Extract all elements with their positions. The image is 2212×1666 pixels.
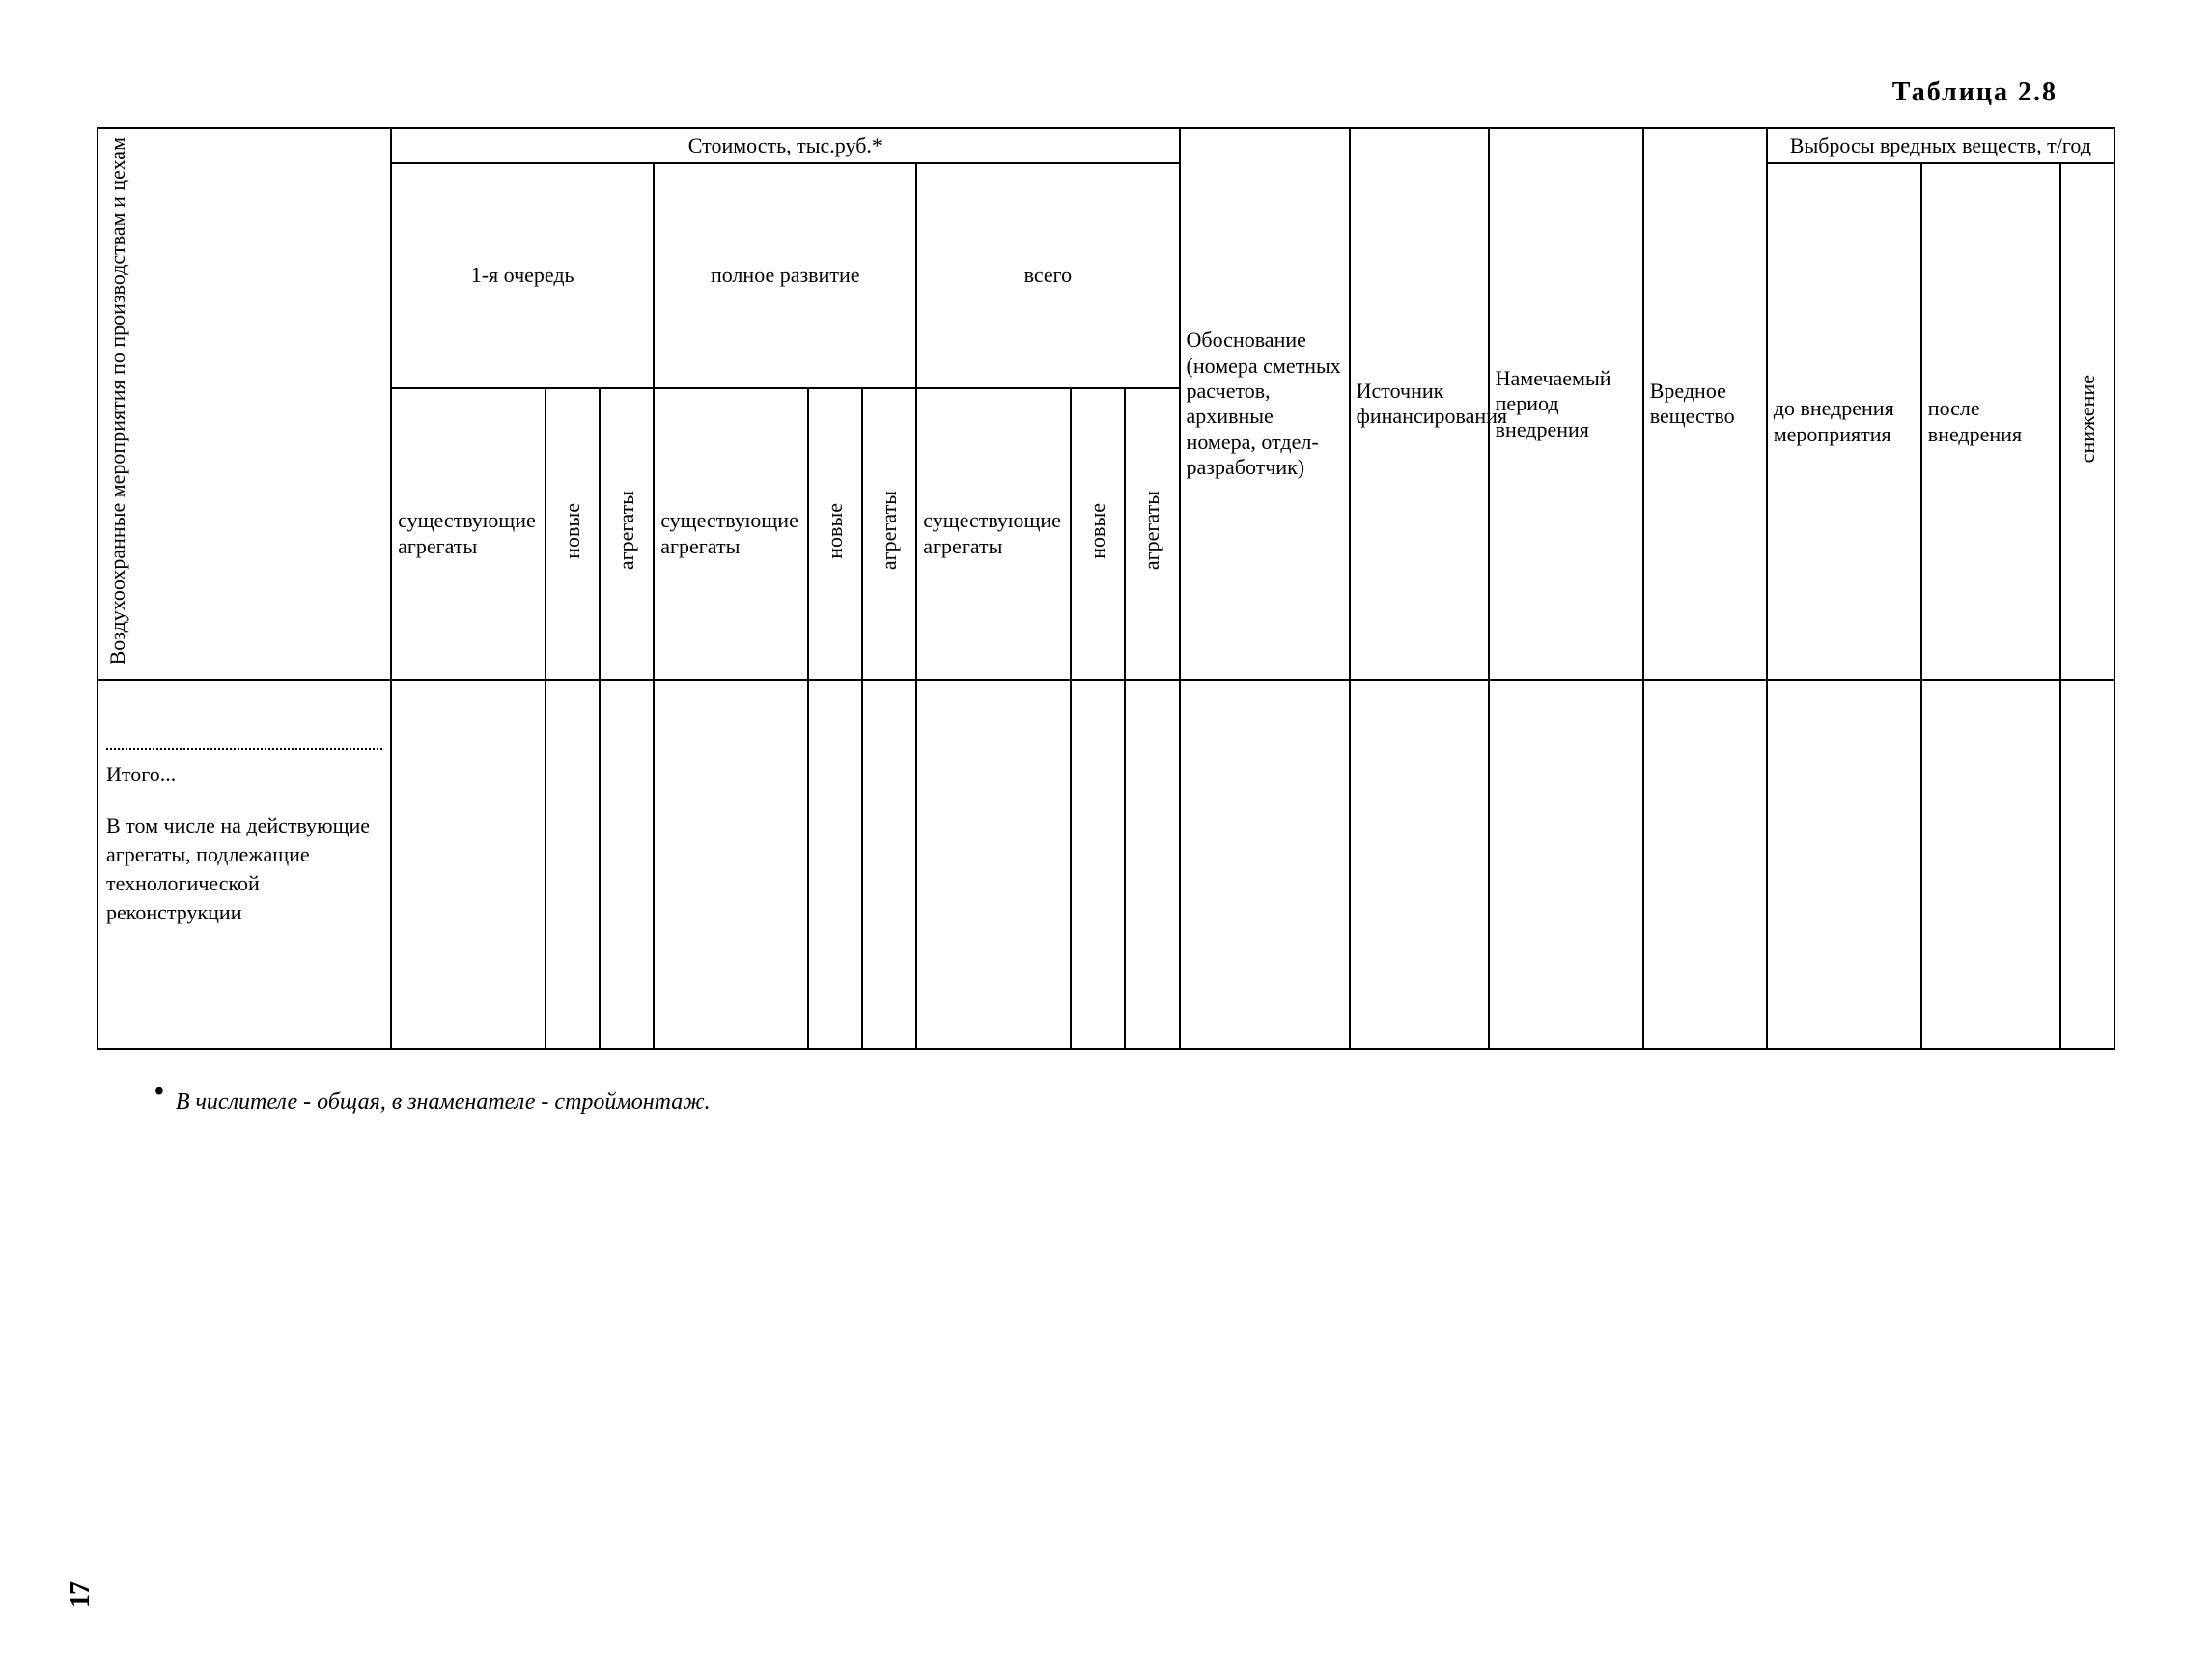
cell — [1767, 680, 1921, 1049]
row-itogo: Итого... — [106, 760, 382, 789]
col-fd-units: агрегаты — [862, 388, 916, 680]
col-measures: Воздухоохранные мероприятия по производс… — [98, 128, 391, 680]
col-s1-units: агрегаты — [600, 388, 654, 680]
col-reduction: снижение — [2060, 163, 2114, 679]
footnote-text: В числителе - общая, в знаменателе - стр… — [176, 1089, 711, 1115]
col-s1-new: новые — [546, 388, 600, 680]
cell — [1643, 680, 1767, 1049]
cell — [2060, 680, 2114, 1049]
table-caption: Таблица 2.8 — [97, 77, 2115, 108]
cell — [916, 680, 1071, 1049]
col-fd-new: новые — [808, 388, 862, 680]
cell — [1489, 680, 1643, 1049]
col-s1-existing: существующие агрегаты — [391, 388, 546, 680]
cell — [1125, 680, 1179, 1049]
col-tot-existing: существующие агрегаты — [916, 388, 1071, 680]
cell — [1921, 680, 2060, 1049]
col-harmful-subst: Вредное вещество — [1643, 128, 1767, 680]
col-full-dev: полное развитие — [654, 163, 916, 387]
page-number: 17 — [66, 1581, 97, 1608]
header-row-1: Воздухоохранные мероприятия по производс… — [98, 128, 2114, 163]
page-container: Таблица 2.8 Воздухоохранные мероприя — [97, 77, 2115, 1115]
main-table: Воздухоохранные мероприятия по производс… — [97, 127, 2115, 1050]
cell — [1350, 680, 1489, 1049]
col-total: всего — [916, 163, 1179, 387]
col-cost-group: Стоимость, тыс.руб.* — [391, 128, 1179, 163]
col-tot-units: агрегаты — [1125, 388, 1179, 680]
col-stage1: 1-я очередь — [391, 163, 654, 387]
col-planned-period: Намечаемый период внедрения — [1489, 128, 1643, 680]
col-after: после внедрения — [1921, 163, 2060, 679]
col-justification: Обоснование (номера сметных расчетов, ар… — [1180, 128, 1350, 680]
cell — [1071, 680, 1125, 1049]
dotted-divider — [106, 691, 382, 750]
col-fd-existing: существующие агрегаты — [654, 388, 808, 680]
header-row-2: 1-я очередь полное развитие всего до вне… — [98, 163, 2114, 387]
col-fin-source: Источник финансирования — [1350, 128, 1489, 680]
footnote-bullet-icon: • — [154, 1077, 164, 1107]
footnote: • В числителе - общая, в знаменателе - с… — [97, 1077, 2115, 1115]
body-labels-cell: Итого... В том числе на действующие агре… — [98, 680, 391, 1049]
cell — [391, 680, 546, 1049]
cell — [1180, 680, 1350, 1049]
table-row: Итого... В том числе на действующие агре… — [98, 680, 2114, 1049]
col-tot-new: новые — [1071, 388, 1125, 680]
cell — [654, 680, 808, 1049]
col-emissions-group: Выбросы вредных веществ, т/год — [1767, 128, 2114, 163]
row-including: В том числе на действующие агрегаты, под… — [106, 811, 382, 926]
cell — [862, 680, 916, 1049]
cell — [808, 680, 862, 1049]
cell — [600, 680, 654, 1049]
cell — [546, 680, 600, 1049]
col-before: до внедрения мероприятия — [1767, 163, 1921, 679]
